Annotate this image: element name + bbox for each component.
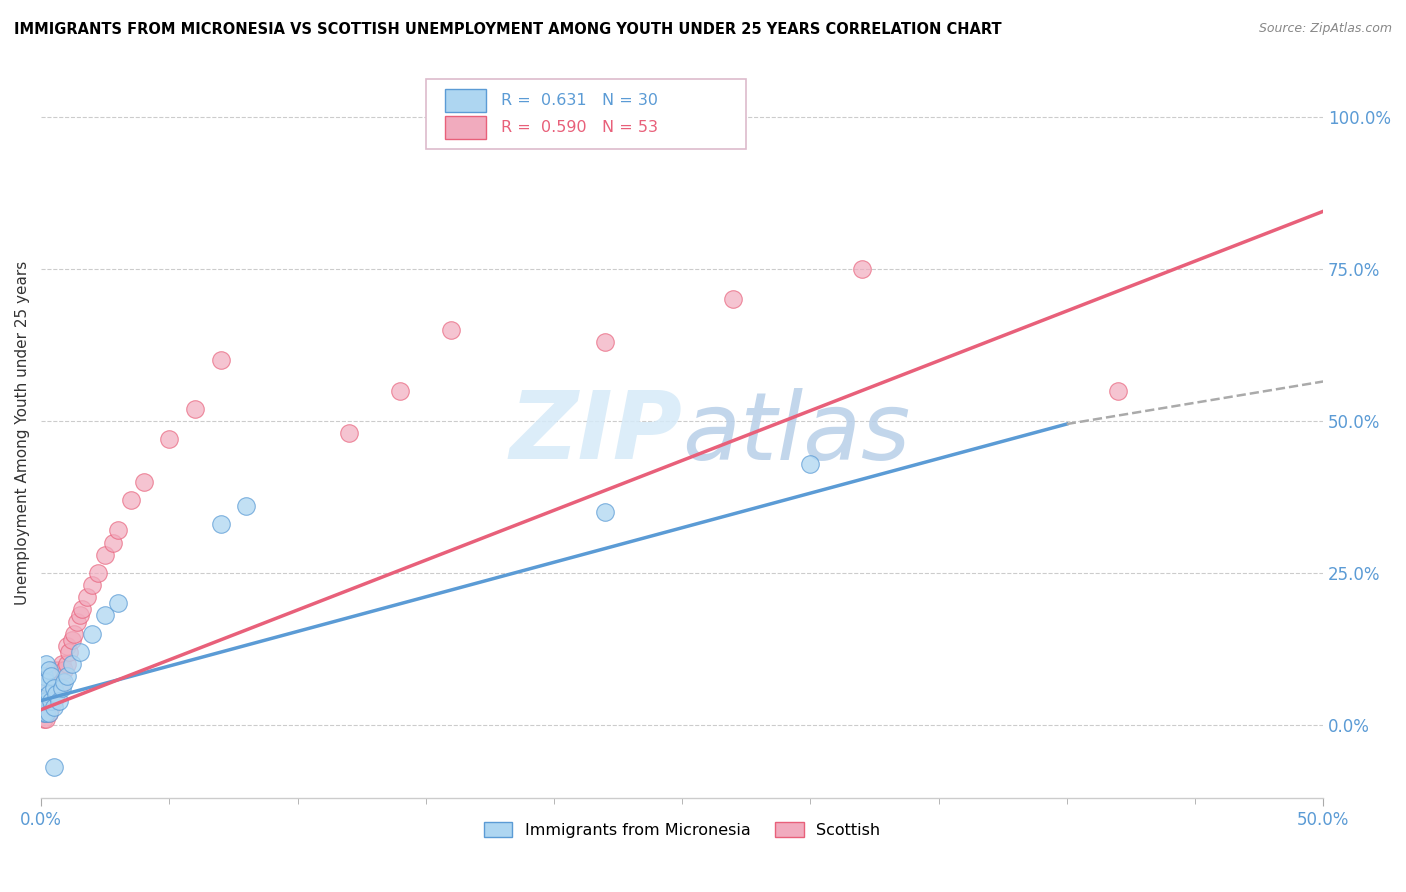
Point: [32, 681, 55, 696]
Point: [53, 663, 76, 677]
Bar: [444, 116, 486, 139]
Point: [35, 688, 58, 702]
Point: [55, 669, 77, 683]
Point: [35, 712, 58, 726]
Point: [389, 384, 412, 398]
Point: [723, 293, 745, 307]
Point: [440, 323, 463, 337]
Point: [32, 706, 55, 720]
Point: [32, 706, 55, 720]
Point: [41, 699, 63, 714]
Point: [53, 675, 76, 690]
Point: [32, 699, 55, 714]
Point: [38, 688, 60, 702]
Legend: Immigrants from Micronesia, Scottish: Immigrants from Micronesia, Scottish: [477, 816, 887, 845]
Point: [48, 663, 70, 677]
Point: [32, 693, 55, 707]
Point: [51, 675, 73, 690]
Point: [35, 706, 58, 720]
Point: [42, 699, 65, 714]
Point: [86, 566, 108, 580]
Text: atlas: atlas: [682, 388, 910, 479]
Point: [38, 706, 60, 720]
Text: R =  0.631   N = 30: R = 0.631 N = 30: [502, 93, 658, 108]
Point: [42, 693, 65, 707]
Point: [55, 657, 77, 671]
Point: [42, 663, 65, 677]
Point: [101, 535, 124, 549]
Point: [42, 681, 65, 696]
Point: [1107, 384, 1129, 398]
Point: [94, 608, 117, 623]
Point: [851, 262, 873, 277]
Point: [184, 401, 207, 416]
Point: [55, 639, 77, 653]
Point: [41, 669, 63, 683]
Point: [35, 675, 58, 690]
Text: ZIP: ZIP: [509, 387, 682, 479]
Point: [132, 475, 155, 489]
Point: [69, 608, 91, 623]
Point: [38, 706, 60, 720]
Point: [41, 669, 63, 683]
Text: IMMIGRANTS FROM MICRONESIA VS SCOTTISH UNEMPLOYMENT AMONG YOUTH UNDER 25 YEARS C: IMMIGRANTS FROM MICRONESIA VS SCOTTISH U…: [14, 22, 1001, 37]
Point: [94, 548, 117, 562]
Point: [593, 505, 616, 519]
Text: Source: ZipAtlas.com: Source: ZipAtlas.com: [1258, 22, 1392, 36]
Text: R =  0.590   N = 53: R = 0.590 N = 53: [502, 120, 658, 135]
Point: [82, 626, 104, 640]
Point: [35, 693, 58, 707]
Point: [593, 334, 616, 349]
Y-axis label: Unemployment Among Youth under 25 years: Unemployment Among Youth under 25 years: [15, 261, 30, 606]
Point: [157, 432, 180, 446]
Point: [107, 596, 129, 610]
Point: [38, 669, 60, 683]
Point: [45, 669, 67, 683]
Point: [32, 669, 55, 683]
Point: [45, 688, 67, 702]
Point: [76, 591, 98, 605]
Point: [60, 632, 83, 647]
Point: [38, 693, 60, 707]
Point: [70, 602, 93, 616]
Point: [41, 688, 63, 702]
Point: [51, 657, 73, 671]
Point: [209, 353, 232, 368]
Point: [41, 693, 63, 707]
Point: [63, 626, 86, 640]
Point: [48, 693, 70, 707]
Point: [45, 688, 67, 702]
Point: [107, 524, 129, 538]
Point: [35, 675, 58, 690]
Point: [48, 681, 70, 696]
Point: [32, 693, 55, 707]
Point: [35, 706, 58, 720]
Point: [209, 517, 232, 532]
Point: [69, 645, 91, 659]
Point: [42, 760, 65, 774]
Point: [60, 657, 83, 671]
Point: [38, 681, 60, 696]
Point: [58, 645, 80, 659]
Point: [337, 426, 360, 441]
Point: [51, 681, 73, 696]
Point: [82, 578, 104, 592]
FancyBboxPatch shape: [426, 79, 747, 149]
Point: [42, 681, 65, 696]
Point: [35, 657, 58, 671]
Point: [32, 712, 55, 726]
Point: [66, 615, 89, 629]
Point: [38, 663, 60, 677]
Bar: [444, 89, 486, 112]
Point: [120, 493, 142, 508]
Point: [35, 699, 58, 714]
Point: [32, 688, 55, 702]
Point: [235, 499, 257, 513]
Point: [799, 457, 821, 471]
